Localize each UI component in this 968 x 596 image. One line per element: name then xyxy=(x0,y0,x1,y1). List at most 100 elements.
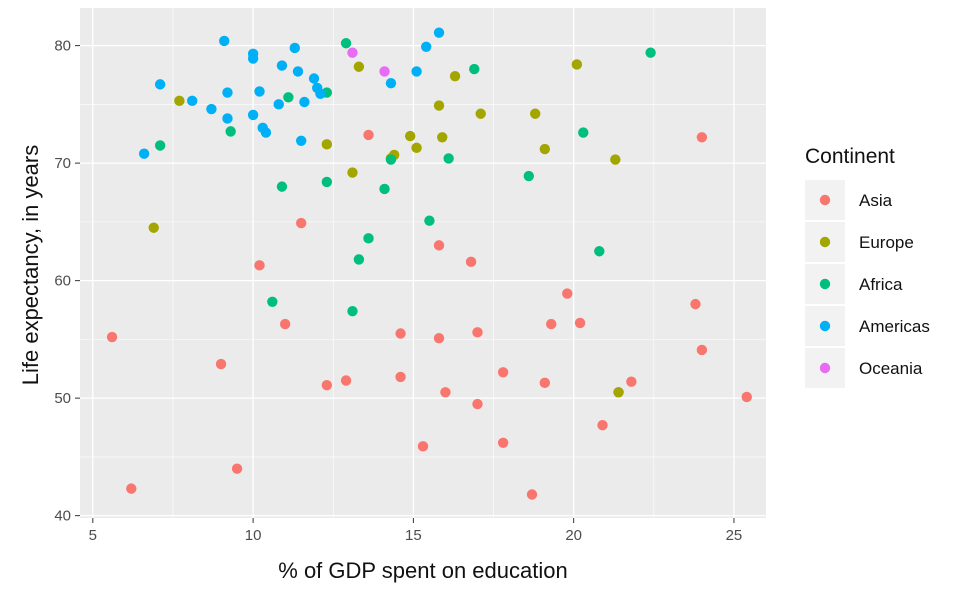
data-point-africa xyxy=(283,92,294,103)
data-point-asia xyxy=(395,328,406,339)
major-gridlines xyxy=(80,8,766,518)
data-point-americas xyxy=(292,66,304,77)
data-point-africa xyxy=(267,296,278,307)
data-point-asia xyxy=(472,327,483,338)
x-axis: 5 10 15 20 25 xyxy=(89,518,743,544)
data-point-africa xyxy=(225,126,236,137)
data-point-asia xyxy=(231,463,243,474)
data-point-asia xyxy=(497,367,509,378)
legend-label-oceania: Oceania xyxy=(859,359,923,378)
data-point-asia xyxy=(526,489,538,500)
y-tick-label: 70 xyxy=(54,155,71,172)
data-point-africa xyxy=(645,47,656,58)
data-point-africa xyxy=(353,254,365,265)
data-point-asia xyxy=(562,288,573,299)
data-point-asia xyxy=(465,256,477,268)
data-point-europe xyxy=(404,130,416,142)
data-point-americas xyxy=(421,41,432,52)
data-point-americas xyxy=(273,99,284,110)
data-point-asia xyxy=(106,331,118,343)
data-point-europe xyxy=(353,61,365,72)
data-point-americas xyxy=(385,78,397,89)
data-point-europe xyxy=(449,70,461,82)
data-point-americas xyxy=(308,73,320,84)
data-point-americas xyxy=(276,60,288,71)
data-point-oceania xyxy=(347,47,358,58)
data-point-americas xyxy=(289,42,300,54)
data-point-africa xyxy=(340,38,352,49)
legend-label-europe: Europe xyxy=(859,233,914,252)
data-point-africa xyxy=(321,176,333,188)
data-point-africa xyxy=(443,153,454,164)
data-point-asia xyxy=(696,132,708,143)
y-tick-label: 40 xyxy=(54,508,71,525)
data-point-africa xyxy=(424,215,435,226)
data-point-europe xyxy=(321,139,333,150)
data-point-africa xyxy=(347,305,358,317)
data-point-asia xyxy=(126,483,137,494)
data-point-americas xyxy=(154,79,166,90)
x-tick-label: 10 xyxy=(245,527,262,544)
data-point-americas xyxy=(299,96,310,108)
data-point-europe xyxy=(571,59,583,70)
data-point-americas xyxy=(186,95,198,107)
legend-marker-asia xyxy=(819,194,831,206)
data-point-americas xyxy=(222,87,233,98)
data-point-europe xyxy=(437,132,448,143)
data-point-oceania xyxy=(379,66,390,77)
data-point-europe xyxy=(475,108,486,119)
data-point-asia xyxy=(472,398,483,410)
data-point-africa xyxy=(594,246,605,257)
data-point-asia xyxy=(690,298,701,310)
data-point-asia xyxy=(363,129,374,141)
data-point-asia xyxy=(696,344,708,356)
plot-panel xyxy=(80,8,766,518)
y-tick-label: 60 xyxy=(54,273,71,290)
data-point-americas xyxy=(254,86,265,97)
data-point-americas xyxy=(138,148,150,159)
data-point-asia xyxy=(433,240,445,251)
legend-marker-africa xyxy=(819,278,831,290)
data-point-europe xyxy=(613,387,624,398)
legend-marker-europe xyxy=(819,236,831,248)
data-point-africa xyxy=(385,154,397,165)
data-point-asia xyxy=(215,358,227,370)
y-tick-label: 80 xyxy=(54,38,71,55)
legend-label-asia: Asia xyxy=(859,191,893,210)
x-axis-title: % of GDP spent on education xyxy=(278,558,567,583)
data-point-africa xyxy=(276,181,288,192)
x-tick-label: 25 xyxy=(726,527,743,544)
data-point-asia xyxy=(626,376,637,387)
data-point-asia xyxy=(395,371,406,383)
legend-title: Continent xyxy=(805,145,895,168)
data-point-europe xyxy=(539,143,551,155)
data-point-americas xyxy=(206,103,217,115)
data-point-asia xyxy=(340,375,352,386)
data-point-europe xyxy=(148,222,159,233)
data-point-africa xyxy=(578,127,589,138)
data-point-americas xyxy=(247,53,259,64)
y-tick-label: 50 xyxy=(54,390,71,407)
data-point-americas xyxy=(315,88,326,99)
data-point-europe xyxy=(610,154,621,165)
data-point-asia xyxy=(440,387,451,398)
data-points xyxy=(106,27,752,500)
data-point-asia xyxy=(321,380,333,391)
data-point-africa xyxy=(363,233,374,244)
legend: Continent Asia Europe Africa Americas Oceani… xyxy=(805,145,930,388)
data-point-asia xyxy=(295,217,307,229)
data-point-africa xyxy=(154,140,166,151)
data-point-africa xyxy=(523,170,534,182)
data-point-europe xyxy=(347,167,358,178)
data-point-europe xyxy=(174,95,185,107)
data-point-asia xyxy=(417,441,429,452)
data-point-asia xyxy=(597,419,608,431)
data-point-africa xyxy=(469,63,480,75)
data-point-americas xyxy=(247,109,259,121)
data-point-americas xyxy=(260,127,272,138)
data-point-americas xyxy=(411,66,422,77)
legend-label-americas: Americas xyxy=(859,317,930,336)
x-tick-label: 20 xyxy=(565,527,582,544)
data-point-americas xyxy=(222,113,233,124)
